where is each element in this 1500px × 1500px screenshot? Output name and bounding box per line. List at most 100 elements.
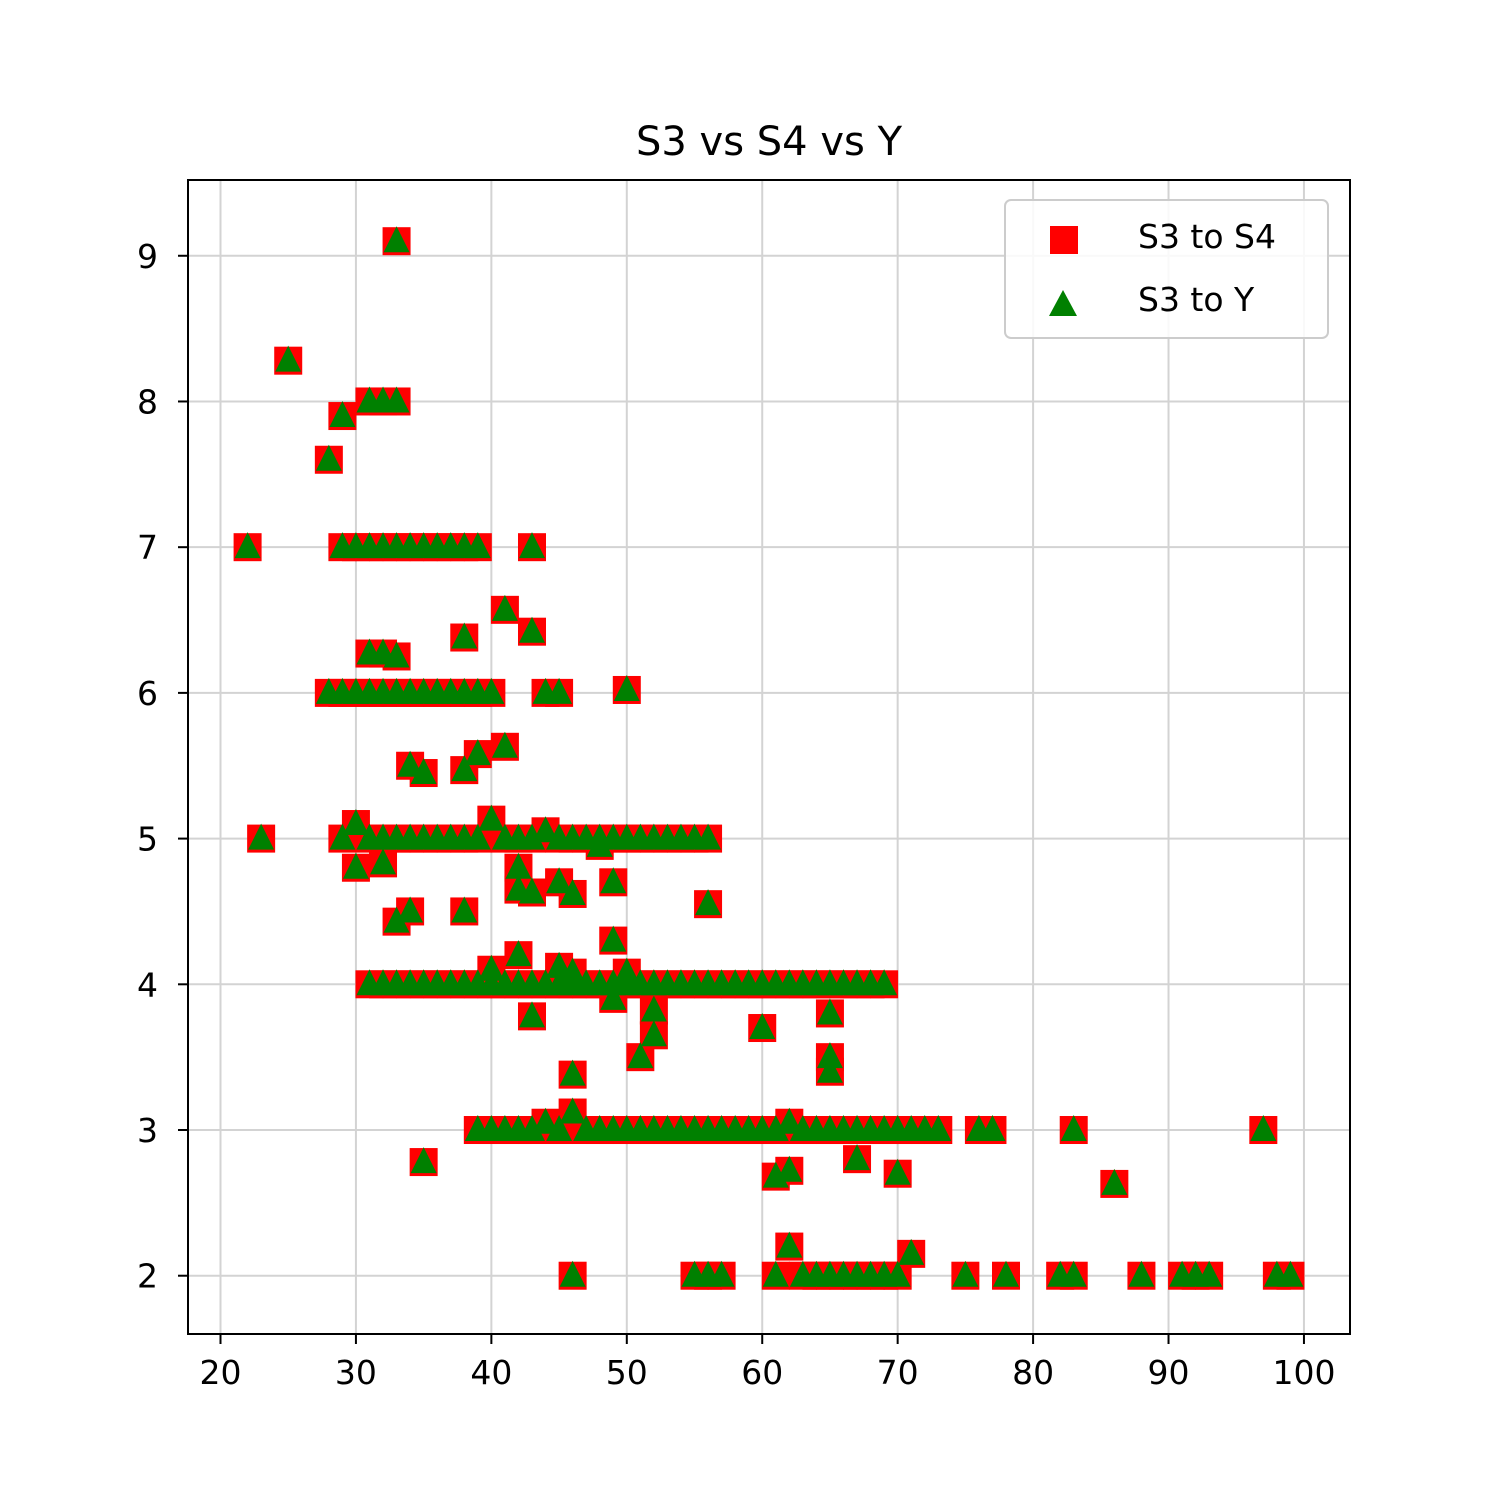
point-s3-to-y [1250, 1115, 1277, 1142]
point-s3-to-y [234, 532, 261, 559]
point-s3-to-y [275, 345, 302, 372]
point-s3-to-y [383, 386, 410, 413]
y-tick-label: 7 [137, 528, 158, 567]
point-s3-to-y [546, 951, 573, 978]
chart-title: S3 vs S4 vs Y [636, 119, 903, 165]
legend: S3 to S4 S3 to Y [1004, 199, 1329, 339]
point-s3-to-y [464, 823, 491, 850]
point-s3-to-y [695, 889, 722, 916]
point-s3-to-y [505, 940, 532, 967]
point-s3-to-y [518, 1115, 545, 1142]
point-s3-to-y [559, 1097, 586, 1124]
point-s3-to-y [478, 804, 505, 831]
point-s3-to-y [478, 954, 505, 981]
point-s3-to-y [329, 401, 356, 428]
point-s3-to-y [640, 995, 667, 1022]
point-s3-to-y [816, 1042, 843, 1069]
x-tick-label: 40 [470, 1353, 512, 1392]
point-s3-to-y [464, 739, 491, 766]
point-s3-to-y [559, 1260, 586, 1287]
point-s3-to-y [518, 532, 545, 559]
point-s3-to-y [518, 616, 545, 643]
point-s3-to-y [410, 758, 437, 785]
point-s3-to-y [491, 731, 518, 758]
point-s3-to-y [1101, 1168, 1128, 1195]
point-s3-to-y [871, 969, 898, 996]
y-tick-label: 8 [137, 382, 158, 421]
point-s3-to-y [546, 677, 573, 704]
x-tick-label: 70 [877, 1353, 919, 1392]
point-s3-to-y [979, 1115, 1006, 1142]
point-s3-to-y [1128, 1260, 1155, 1287]
point-s3-to-y [505, 852, 532, 879]
y-tick-label: 6 [137, 674, 158, 713]
point-s3-to-y [1060, 1115, 1087, 1142]
point-s3-to-y [532, 1107, 559, 1134]
point-s3-to-y [708, 1260, 735, 1287]
x-tick-label: 80 [1012, 1353, 1054, 1392]
x-tick-label: 50 [606, 1353, 648, 1392]
point-s3-to-y [342, 852, 369, 879]
point-s3-to-y [410, 1147, 437, 1174]
point-s3-to-y [315, 444, 342, 471]
point-s3-to-y [898, 1238, 925, 1265]
x-tick-label: 60 [741, 1353, 783, 1392]
point-s3-to-y [884, 1158, 911, 1185]
point-s3-to-y [627, 1042, 654, 1069]
point-s3-to-y [844, 1144, 871, 1171]
point-s3-to-y [518, 1001, 545, 1028]
point-s3-to-y [600, 983, 627, 1010]
point-s3-to-y [491, 594, 518, 621]
point-s3-to-y [776, 1107, 803, 1134]
point-s3-to-y [532, 816, 559, 843]
point-s3-to-y [884, 1260, 911, 1287]
point-s3-to-y [397, 750, 424, 777]
point-s3-to-y [518, 823, 545, 850]
legend-marker-square [1050, 226, 1078, 254]
y-tick-label: 2 [137, 1257, 158, 1296]
point-s3-to-y [695, 823, 722, 850]
point-s3-to-y [776, 1231, 803, 1258]
point-s3-to-y [329, 823, 356, 850]
point-s3-to-y [613, 674, 640, 701]
axis-ticks: 20 30 40 50 60 70 80 90 100 2 3 4 5 6 7 8 9 [137, 237, 1335, 1392]
y-tick-label: 9 [137, 237, 158, 276]
point-s3-to-y [559, 878, 586, 905]
point-s3-to-y [749, 1013, 776, 1040]
point-s3-to-y [762, 1260, 789, 1287]
point-s3-to-y [600, 867, 627, 894]
point-s3-to-y [383, 906, 410, 933]
point-s3-to-y [762, 1115, 789, 1142]
legend-box [1004, 199, 1329, 339]
point-s3-to-y [586, 830, 613, 857]
x-tick-label: 20 [200, 1353, 242, 1392]
point-s3-to-y [397, 896, 424, 923]
legend-label-series-2: S3 to Y [1138, 280, 1255, 319]
point-s3-to-y [248, 823, 275, 850]
point-s3-to-y [383, 226, 410, 253]
point-s3-to-y [451, 755, 478, 782]
point-s3-to-y [925, 1115, 952, 1142]
x-tick-label: 90 [1148, 1353, 1190, 1392]
point-s3-to-y [1060, 1260, 1087, 1287]
point-s3-to-y [1196, 1260, 1223, 1287]
point-s3-to-y [559, 1059, 586, 1086]
legend-marker-triangle [1049, 290, 1077, 316]
point-s3-to-y [546, 867, 573, 894]
point-s3-to-y [370, 848, 397, 875]
point-s3-to-y [546, 1115, 573, 1142]
point-s3-to-y [451, 896, 478, 923]
point-s3-to-y [993, 1260, 1020, 1287]
point-s3-to-y [451, 622, 478, 649]
y-tick-label: 5 [137, 820, 158, 859]
point-s3-to-y [640, 1020, 667, 1047]
y-tick-label: 3 [137, 1111, 158, 1150]
point-s3-to-y [816, 1056, 843, 1083]
legend-label-series-1: S3 to S4 [1138, 217, 1276, 256]
x-tick-label: 30 [335, 1353, 377, 1392]
point-s3-to-y [518, 877, 545, 904]
point-s3-to-y [478, 677, 505, 704]
point-s3-to-y [342, 809, 369, 836]
plot-frame [187, 179, 1351, 1335]
